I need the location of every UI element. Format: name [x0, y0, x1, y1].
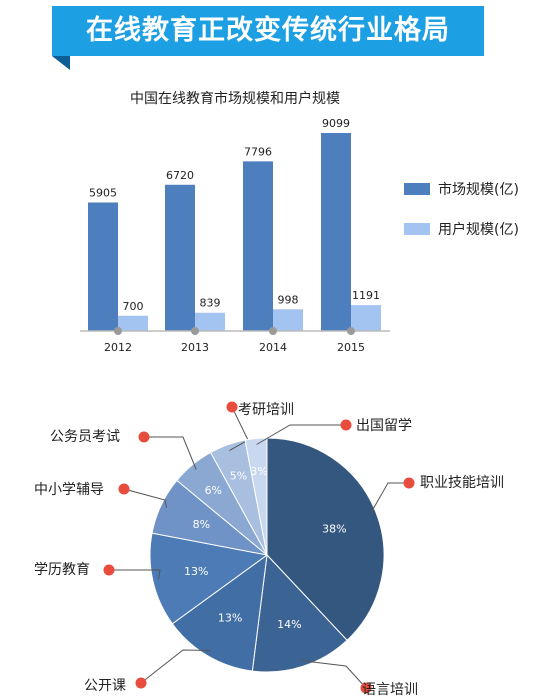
x-tick-2012: 2012	[104, 341, 132, 354]
bar-label-users-2015: 1191	[352, 289, 380, 302]
x-axis-marker-2015	[347, 327, 355, 335]
pie-percent-7: 3%	[250, 465, 267, 478]
pie-percent-1: 14%	[277, 618, 301, 631]
x-tick-2015: 2015	[337, 341, 365, 354]
pie-percent-2: 13%	[218, 611, 242, 624]
x-axis-marker-2014	[269, 327, 277, 335]
pie-label-4: 中小学辅导	[34, 482, 104, 498]
pie-label-dot-6	[226, 401, 238, 413]
bar-market-2013	[165, 184, 195, 331]
pie-percent-4: 8%	[193, 518, 210, 531]
legend-swatch-users	[404, 223, 430, 235]
pie-leader-line-7	[256, 424, 346, 445]
x-axis-marker-2013	[191, 327, 199, 335]
bar-label-users-2014: 998	[278, 293, 299, 306]
bar-label-market-2013: 6720	[166, 169, 194, 182]
pie-label-7: 出国留学	[356, 418, 412, 434]
pie-slice-0	[266, 437, 385, 641]
pie-label-dot-3	[103, 564, 115, 576]
x-axis-marker-2012	[114, 327, 122, 335]
pie-label-5: 公务员考试	[50, 429, 120, 445]
pie-slice-2	[171, 553, 268, 672]
pie-label-0: 职业技能培训	[420, 475, 504, 491]
pie-label-2: 公开课	[84, 678, 126, 694]
pie-chart: 38% 职业技能培训 14% 语言培训 13% 公开课 13% 学历教育 8% 中小学辅导 6% 公务…	[34, 401, 504, 698]
pie-leader-line-3	[109, 569, 161, 580]
pie-label-6: 考研培训	[238, 402, 294, 418]
bar-market-2012	[88, 202, 118, 331]
pie-label-3: 学历教育	[34, 562, 90, 578]
pie-label-dot-2	[135, 677, 147, 689]
bar-users-2014	[273, 309, 303, 331]
pie-percent-0: 38%	[322, 522, 346, 535]
bar-market-2015	[321, 133, 351, 331]
x-tick-2014: 2014	[259, 341, 287, 354]
pie-percent-3: 13%	[184, 565, 208, 578]
pie-percent-6: 5%	[230, 470, 247, 483]
pie-label-dot-4	[118, 483, 130, 495]
legend-label-users: 用户规模(亿)	[438, 222, 519, 238]
bar-label-market-2012: 5905	[89, 187, 117, 200]
pie-leader-line-5	[144, 436, 197, 470]
pie-leader-line-1	[301, 660, 367, 689]
pie-slice-1	[251, 553, 348, 673]
page-title: 在线教育正改变传统行业格局	[86, 15, 450, 46]
bar-chart-title: 中国在线教育市场规模和用户规模	[130, 91, 340, 107]
pie-label-dot-0	[403, 477, 415, 489]
pie-label-dot-1	[360, 682, 372, 694]
pie-leader-line-4	[123, 488, 168, 508]
pie-label-dot-7	[340, 419, 352, 431]
pie-leader-line-2	[140, 649, 211, 684]
pie-slice-3	[149, 532, 269, 625]
bar-users-2013	[195, 312, 225, 331]
pie-percent-5: 6%	[205, 484, 222, 497]
pie-leader-line-0	[369, 482, 409, 515]
title-banner	[52, 6, 484, 56]
bar-label-market-2014: 7796	[244, 145, 272, 158]
bar-users-2015	[351, 305, 381, 331]
bar-label-market-2015: 9099	[322, 117, 350, 130]
bar-label-users-2012: 700	[123, 300, 144, 313]
bar-label-users-2013: 839	[200, 297, 221, 310]
pie-label-1: 语言培训	[362, 682, 418, 698]
title-banner-fold	[52, 56, 70, 70]
bar-chart: 5905 700 6720 839 7796 998 9099 1191 2012 2013 201…	[80, 117, 390, 354]
pie-label-dot-5	[138, 431, 150, 443]
bar-market-2014	[243, 161, 273, 331]
bar-users-2012	[118, 315, 148, 331]
legend-swatch-market	[404, 183, 430, 195]
legend-label-market: 市场规模(亿)	[438, 182, 519, 198]
x-tick-2013: 2013	[181, 341, 209, 354]
